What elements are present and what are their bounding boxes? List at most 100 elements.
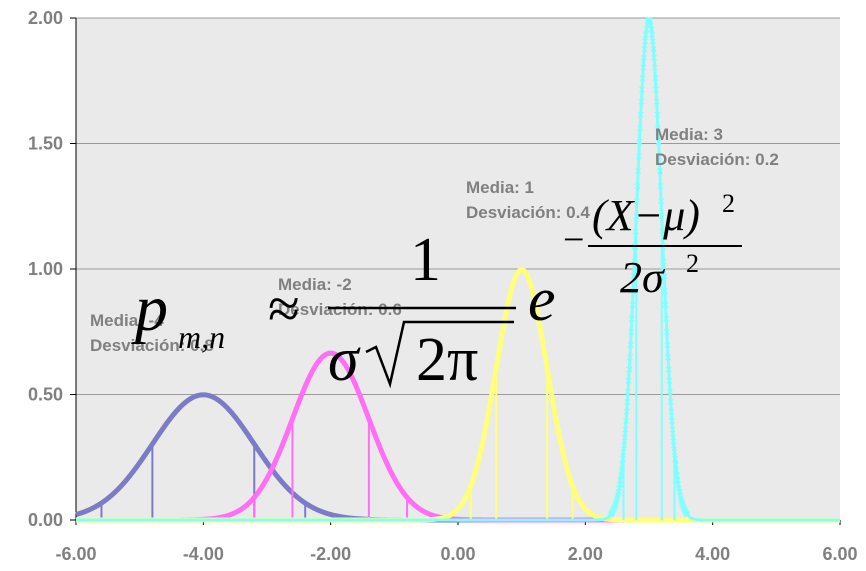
point-marker: [667, 399, 674, 405]
point-marker: [621, 442, 628, 449]
normal-pdf-formula: p m,n ≈ 1 σ 2π e − (X−μ) 2 2σ 2: [131, 189, 742, 394]
x-tick-label: -2.00: [310, 544, 351, 564]
point-marker: [649, 38, 656, 45]
point-marker: [665, 366, 672, 373]
formula-subscript: m,n: [178, 319, 225, 355]
point-marker: [640, 54, 647, 61]
series-curve: [75, 17, 841, 522]
formula-minus: −: [563, 219, 584, 261]
point-marker: [651, 54, 658, 61]
point-marker: [648, 26, 655, 33]
point-marker: [642, 31, 649, 38]
formula-exp-power: 2: [722, 189, 735, 218]
point-marker: [669, 426, 676, 433]
formula-sigma: σ: [328, 326, 361, 394]
point-marker: [627, 342, 634, 348]
point-marker: [650, 46, 657, 52]
y-tick-label: 0.00: [28, 510, 63, 530]
annotation-layer: Media: -4 Desviación: 0.8 Media: -2 Desviac…: [90, 125, 779, 355]
point-marker: [624, 399, 631, 405]
desviacion-label-3: Desviación: 0.2: [655, 150, 779, 169]
point-marker: [654, 111, 661, 118]
x-tick-label: 6.00: [822, 544, 857, 564]
point-marker: [632, 228, 639, 235]
desviacion-label-1: Desviación: 0.6: [278, 300, 402, 319]
point-marker: [640, 64, 647, 71]
point-marker: [635, 153, 642, 160]
point-marker: [633, 213, 640, 220]
media-label-0: Media: -4: [90, 311, 164, 330]
point-marker: [656, 153, 663, 160]
point-marker: [670, 434, 677, 441]
point-marker: [618, 467, 625, 474]
point-marker: [630, 287, 637, 294]
y-tick-label: 0.50: [28, 385, 63, 405]
desviacion-label-0: Desviación: 0.8: [90, 336, 214, 355]
formula-sqrt-sign: [365, 320, 514, 389]
point-marker: [654, 125, 661, 132]
point-marker: [663, 329, 670, 336]
x-tick-label: 4.00: [695, 544, 730, 564]
point-marker: [652, 75, 659, 82]
point-marker: [680, 503, 687, 510]
point-marker: [621, 434, 628, 441]
series-layer: [74, 16, 842, 523]
point-marker: [663, 315, 670, 322]
point-marker: [630, 273, 637, 280]
point-marker: [617, 477, 624, 484]
point-marker: [649, 31, 656, 38]
formula-exp-numerator: (X−μ): [592, 191, 700, 240]
point-marker: [635, 168, 642, 175]
point-marker: [631, 258, 638, 265]
point-marker: [670, 442, 677, 449]
x-tick-label: 2.00: [568, 544, 603, 564]
point-marker: [641, 46, 648, 52]
point-marker: [653, 86, 659, 93]
media-label-2: Media: 1: [466, 178, 534, 197]
point-marker: [639, 75, 646, 82]
point-marker: [672, 461, 679, 468]
point-marker: [655, 139, 662, 145]
point-marker: [623, 408, 630, 415]
media-label-3: Media: 3: [655, 125, 723, 144]
point-marker: [620, 449, 627, 456]
point-marker: [638, 98, 645, 105]
formula-approx: ≈: [268, 276, 300, 341]
point-marker: [629, 302, 636, 308]
y-tick-label: 1.50: [28, 134, 63, 154]
x-tick-label: -6.00: [55, 544, 96, 564]
point-marker: [658, 198, 665, 205]
point-marker: [684, 511, 691, 518]
point-marker: [625, 388, 631, 395]
point-marker: [651, 64, 658, 71]
point-marker: [659, 228, 666, 235]
formula-two-pi: 2π: [416, 326, 478, 394]
point-marker: [619, 461, 626, 468]
point-marker: [666, 377, 673, 384]
y-tick-label: 1.00: [28, 259, 63, 279]
point-marker: [623, 417, 630, 424]
desviacion-label-2: Desviación: 0.4: [466, 203, 590, 222]
point-marker: [656, 168, 663, 175]
point-marker: [668, 408, 675, 415]
point-marker: [664, 342, 671, 348]
x-tick-label: 0.00: [440, 544, 475, 564]
point-marker: [622, 426, 629, 433]
formula-p: p: [131, 272, 168, 345]
point-marker: [619, 455, 626, 462]
point-marker: [653, 98, 660, 105]
point-marker: [657, 183, 664, 189]
point-marker: [671, 449, 678, 456]
point-marker: [626, 354, 633, 361]
point-marker: [662, 302, 669, 308]
point-marker: [665, 354, 672, 361]
point-marker: [667, 388, 673, 395]
formula-e: e: [528, 266, 556, 334]
point-marker: [672, 455, 679, 462]
formula-exp-denominator-power: 2: [686, 249, 699, 278]
media-label-1: Media: -2: [278, 275, 352, 294]
point-marker: [618, 472, 624, 479]
point-marker: [626, 366, 633, 373]
point-marker: [637, 125, 644, 132]
